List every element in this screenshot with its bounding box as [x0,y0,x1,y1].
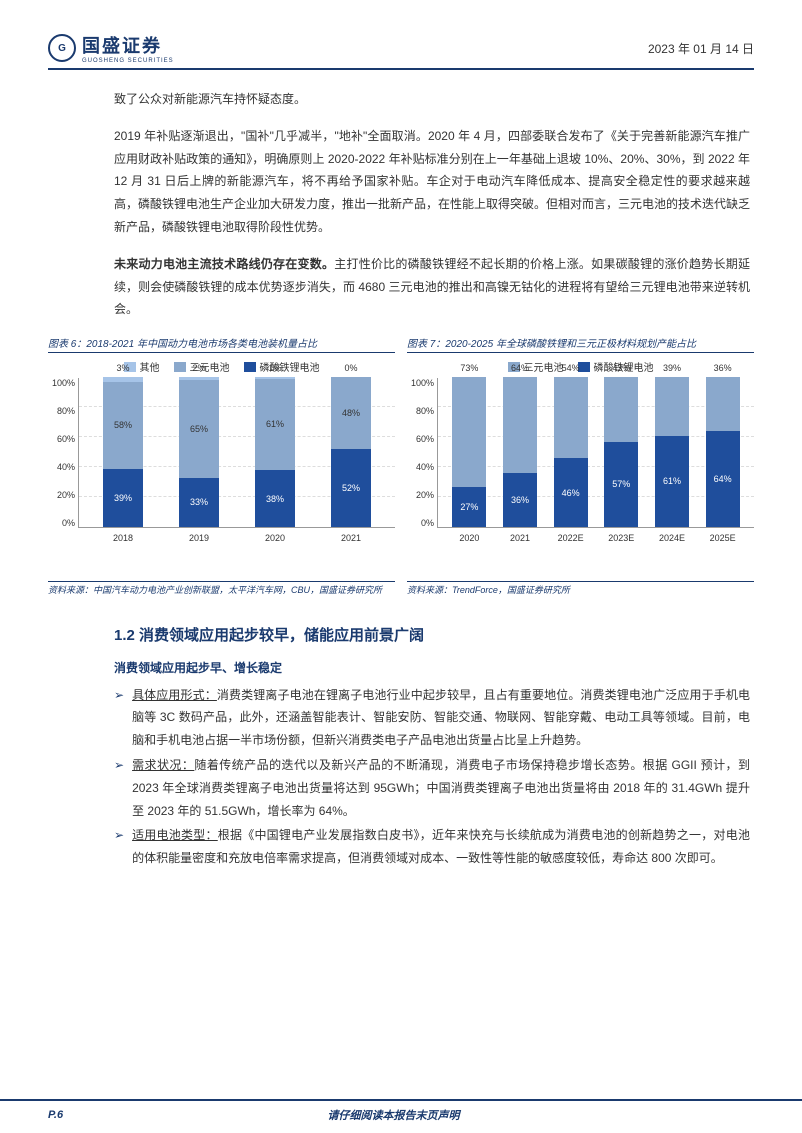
bar-2023E: 57%43%2023E [604,377,638,527]
page-footer: P.6 请仔细阅读本报告末页声明 [0,1099,802,1133]
company-sub: GUOSHENG SECURITIES [82,58,174,64]
chart-6-legend: 其他 三元电池 磷酸铁锂电池 [48,359,395,374]
bar-2018: 39%58%3%2018 [103,377,143,527]
section-sub: 消费领域应用起步早、增长稳定 [114,659,754,676]
bar-2025E: 64%36%2025E [706,377,740,527]
bullet-icon: ➢ [114,684,124,752]
chart-6-title: 图表 6：2018-2021 年中国动力电池市场各类电池装机量占比 [48,335,395,353]
swatch-ternary [174,362,186,372]
logo-icon: G [48,34,76,62]
footer-disclaimer: 请仔细阅读本报告末页声明 [328,1107,460,1123]
source-row: 资料来源：中国汽车动力电池产业创新联盟，太平洋汽车网，CBU，国盛证券研究所 资… [48,581,754,598]
logo: G 国盛证券 GUOSHENG SECURITIES [48,32,174,64]
para-3: 未来动力电池主流技术路线仍存在变数。主打性价比的磷酸铁锂经不起长期的价格上涨。如… [114,253,750,321]
swatch-lfp [244,362,256,372]
chart-6-yaxis: 100%80%60%40%20%0% [49,378,75,528]
bar-2020: 27%73%2020 [452,377,486,527]
para-1: 致了公众对新能源汽车持怀疑态度。 [114,88,750,111]
chart-row: 图表 6：2018-2021 年中国动力电池市场各类电池装机量占比 其他 三元电… [48,335,754,559]
bar-2020: 38%61%1%2020 [255,377,295,527]
chart-7-legend: 三元电池 磷酸铁锂电池 [407,359,754,374]
section-heading: 1.2 消费领域应用起步较早，储能应用前景广阔 [114,624,754,645]
chart-6: 图表 6：2018-2021 年中国动力电池市场各类电池装机量占比 其他 三元电… [48,335,395,559]
chart-7-title: 图表 7：2020-2025 年全球磷酸铁锂和三元正极材料规划产能占比 [407,335,754,353]
page-header: G 国盛证券 GUOSHENG SECURITIES 2023 年 01 月 1… [48,32,754,70]
bullet-icon: ➢ [114,754,124,822]
bar-2021: 36%64%2021 [503,377,537,527]
para-2: 2019 年补贴逐渐退出，"国补"几乎减半，"地补"全面取消。2020 年 4 … [114,125,750,239]
bullet-icon: ➢ [114,824,124,870]
bar-2021: 52%48%0%2021 [331,377,371,527]
chart-7-yaxis: 100%80%60%40%20%0% [408,378,434,528]
company-name: 国盛证券 [82,32,174,58]
bar-2019: 33%65%2%2019 [179,377,219,527]
report-date: 2023 年 01 月 14 日 [648,40,754,57]
chart-7-source: 资料来源：TrendForce，国盛证券研究所 [407,581,754,598]
bar-2024E: 61%39%2024E [655,377,689,527]
para-3-bold: 未来动力电池主流技术路线仍存在变数。 [114,257,334,271]
chart-7: 图表 7：2020-2025 年全球磷酸铁锂和三元正极材料规划产能占比 三元电池… [407,335,754,559]
bar-2022E: 46%54%2022E [554,377,588,527]
bullet-list: ➢具体应用形式：消费类锂离子电池在锂离子电池行业中起步较早，且占有重要地位。消费… [114,684,750,870]
page-number: P.6 [48,1109,63,1121]
chart-6-source: 资料来源：中国汽车动力电池产业创新联盟，太平洋汽车网，CBU，国盛证券研究所 [48,581,395,598]
